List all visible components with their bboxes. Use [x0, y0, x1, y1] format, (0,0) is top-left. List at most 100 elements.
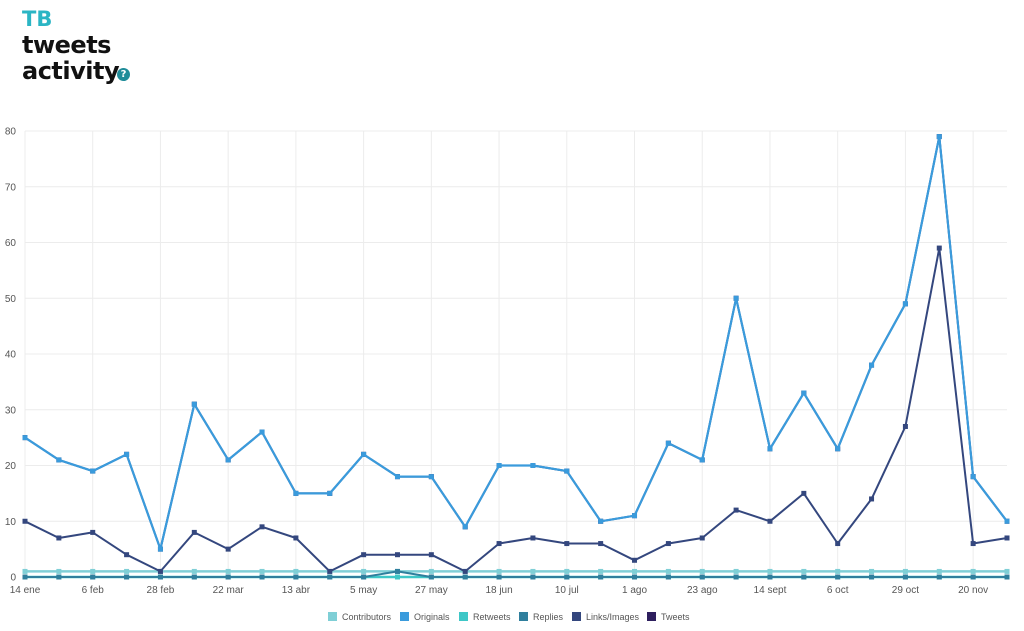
series-originals — [22, 134, 1010, 552]
data-point — [936, 245, 942, 251]
grid: 0 10 20 30 40 50 60 70 80 14 ene 6 feb 28 feb 22 mar… — [5, 127, 1007, 596]
data-point — [801, 490, 807, 496]
data-point — [293, 490, 299, 496]
title-line-2: activity — [22, 57, 120, 85]
data-point — [22, 518, 28, 524]
data-point — [970, 541, 976, 547]
data-point — [598, 574, 604, 580]
data-point — [157, 568, 163, 574]
data-point — [733, 574, 739, 580]
data-point — [496, 541, 502, 547]
svg-text:TB: TB — [22, 7, 52, 30]
data-point — [22, 568, 28, 574]
help-icon[interactable]: ? — [117, 68, 130, 81]
series-replies — [22, 568, 1010, 580]
data-point — [598, 541, 604, 547]
data-point — [767, 518, 773, 524]
legend-label: Originals — [414, 612, 450, 622]
data-point — [394, 474, 400, 480]
legend-item: Tweets — [647, 612, 690, 622]
legend-label: Replies — [533, 612, 564, 622]
data-point — [970, 568, 976, 574]
legend-swatch — [647, 612, 656, 621]
data-point — [496, 463, 502, 468]
series-line — [24, 135, 1008, 551]
legend-swatch — [572, 612, 581, 621]
data-point — [936, 568, 942, 574]
series-line — [25, 570, 1007, 578]
x-tick-label: 20 nov — [958, 585, 988, 596]
legend-item: Retweets — [459, 612, 511, 622]
data-point — [835, 568, 841, 574]
data-point — [22, 574, 28, 580]
data-point — [902, 301, 908, 307]
data-point — [733, 568, 739, 574]
data-point — [801, 568, 807, 574]
data-point — [394, 552, 400, 558]
data-point — [56, 457, 62, 463]
legend-label: Links/Images — [586, 612, 640, 622]
data-point — [124, 574, 130, 580]
x-tick-label: 10 jul — [555, 585, 579, 596]
data-point — [733, 295, 739, 301]
data-point — [90, 468, 96, 474]
data-point — [428, 474, 434, 480]
legend-swatch — [519, 612, 528, 621]
data-point — [665, 574, 671, 580]
data-point — [665, 440, 671, 446]
data-point — [902, 568, 908, 574]
data-point — [835, 446, 841, 452]
data-point — [327, 574, 333, 580]
legend-item: Links/Images — [572, 612, 640, 622]
legend: Contributors Originals Retweets Replies Link… — [328, 612, 690, 622]
data-point — [564, 541, 570, 547]
data-point — [564, 468, 570, 474]
data-point — [259, 429, 265, 435]
data-point — [801, 574, 807, 580]
x-tick-label: 23 ago — [687, 585, 718, 596]
data-point — [496, 568, 502, 574]
x-tick-label: 14 ene — [10, 585, 41, 596]
x-tick-label: 5 may — [350, 585, 377, 596]
x-tick-label: 22 mar — [213, 585, 245, 596]
data-point — [394, 574, 400, 580]
data-point — [632, 574, 638, 580]
data-point — [530, 535, 536, 541]
data-point — [665, 541, 671, 547]
data-point — [869, 574, 875, 580]
data-point — [124, 552, 130, 558]
title-line-1: tweets — [22, 31, 111, 59]
data-point — [293, 574, 299, 580]
data-point — [902, 574, 908, 580]
page-title: tweets activity — [22, 31, 120, 85]
data-point — [56, 574, 62, 580]
data-point — [936, 574, 942, 580]
x-tick-label: 13 abr — [282, 585, 311, 596]
x-tick-label: 18 jun — [485, 585, 512, 596]
data-point — [225, 546, 231, 552]
data-point — [225, 568, 231, 574]
data-point — [259, 524, 265, 530]
data-point — [428, 574, 434, 580]
data-point — [767, 568, 773, 574]
data-point — [598, 518, 604, 524]
data-point — [293, 568, 299, 574]
data-point — [936, 134, 942, 140]
data-point — [496, 574, 502, 580]
data-point — [699, 457, 705, 463]
data-point — [361, 574, 367, 580]
legend-label: Tweets — [661, 612, 690, 622]
data-point — [191, 568, 197, 574]
x-tick-label: 14 sept — [754, 585, 787, 596]
x-tick-label: 1 ago — [622, 585, 647, 596]
data-point — [56, 535, 62, 541]
y-tick-label: 70 — [5, 182, 17, 193]
data-point — [598, 568, 604, 574]
legend-swatch — [459, 612, 468, 621]
data-point — [1004, 568, 1010, 574]
data-point — [530, 574, 536, 580]
series-line — [24, 135, 1008, 551]
data-point — [564, 574, 570, 580]
data-point — [90, 529, 96, 535]
